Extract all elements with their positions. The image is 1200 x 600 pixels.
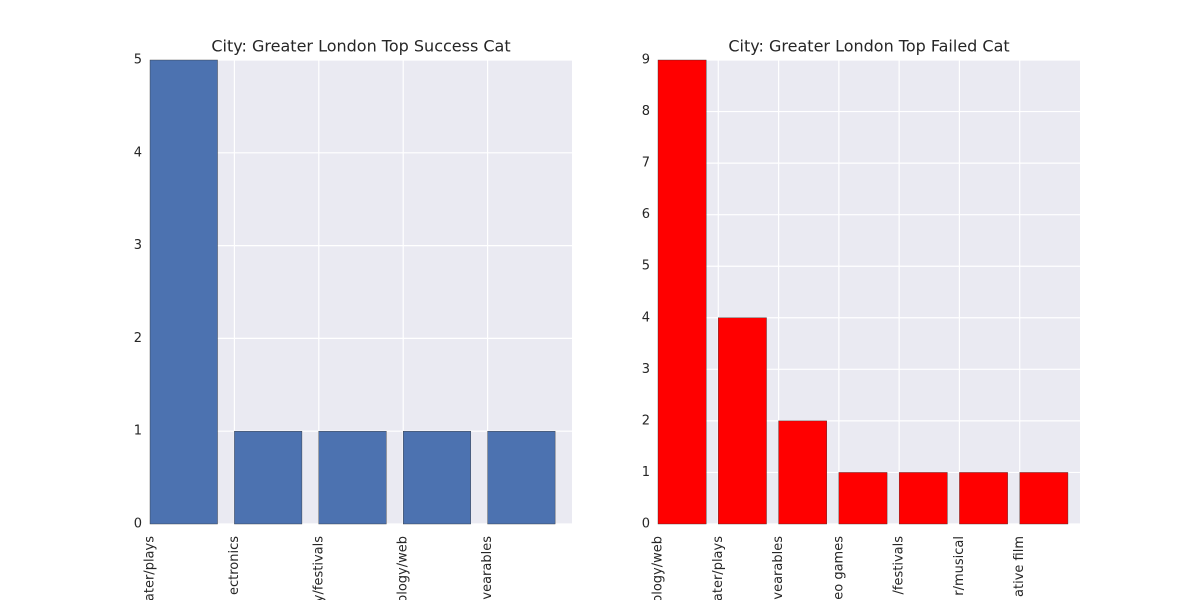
y-tick-label: 4 bbox=[134, 145, 142, 160]
chart-title: City: Greater London Top Failed Cat bbox=[728, 37, 1009, 56]
y-tick-label: 2 bbox=[642, 413, 650, 428]
y-tick-label: 7 bbox=[642, 156, 650, 171]
bar bbox=[234, 431, 303, 525]
bar bbox=[487, 431, 556, 525]
y-tick-label: 5 bbox=[642, 259, 650, 274]
y-tick-label: 2 bbox=[134, 331, 142, 346]
bar bbox=[318, 431, 387, 525]
bar bbox=[403, 431, 471, 525]
x-tick-label: eo games bbox=[831, 536, 846, 600]
y-tick-label: 6 bbox=[642, 207, 650, 222]
x-tick-label: y/festivals bbox=[311, 536, 326, 600]
x-tick-label: vearables bbox=[771, 536, 786, 600]
bar bbox=[898, 472, 948, 525]
x-tick-label: ater/plays bbox=[143, 536, 158, 600]
y-tick-label: 9 bbox=[642, 53, 650, 68]
y-tick-label: 1 bbox=[134, 424, 142, 439]
y-tick-label: 4 bbox=[642, 310, 650, 325]
bar bbox=[838, 472, 888, 525]
bar bbox=[778, 420, 827, 525]
x-tick-label: vearables bbox=[480, 536, 495, 600]
y-tick-label: 3 bbox=[642, 362, 650, 377]
x-tick-label: ater/plays bbox=[711, 536, 726, 600]
bar bbox=[959, 472, 1008, 525]
bar bbox=[149, 59, 218, 525]
y-tick-label: 3 bbox=[134, 238, 142, 253]
x-tick-label: ectronics bbox=[227, 536, 242, 595]
bar bbox=[1019, 472, 1069, 525]
bar bbox=[657, 59, 707, 525]
y-tick-label: 1 bbox=[642, 465, 650, 480]
y-tick-label: 8 bbox=[642, 104, 650, 119]
x-tick-label: ology/web bbox=[651, 536, 666, 600]
bar bbox=[718, 317, 767, 525]
y-tick-label: 0 bbox=[134, 517, 142, 532]
x-tick-label: r/musical bbox=[952, 536, 967, 596]
x-tick-label: ative film bbox=[1012, 536, 1027, 597]
y-tick-label: 0 bbox=[642, 517, 650, 532]
x-tick-label: ology/web bbox=[396, 536, 411, 600]
y-tick-label: 5 bbox=[134, 53, 142, 68]
chart-title: City: Greater London Top Success Cat bbox=[211, 37, 510, 56]
x-tick-label: /festivals bbox=[892, 536, 907, 595]
